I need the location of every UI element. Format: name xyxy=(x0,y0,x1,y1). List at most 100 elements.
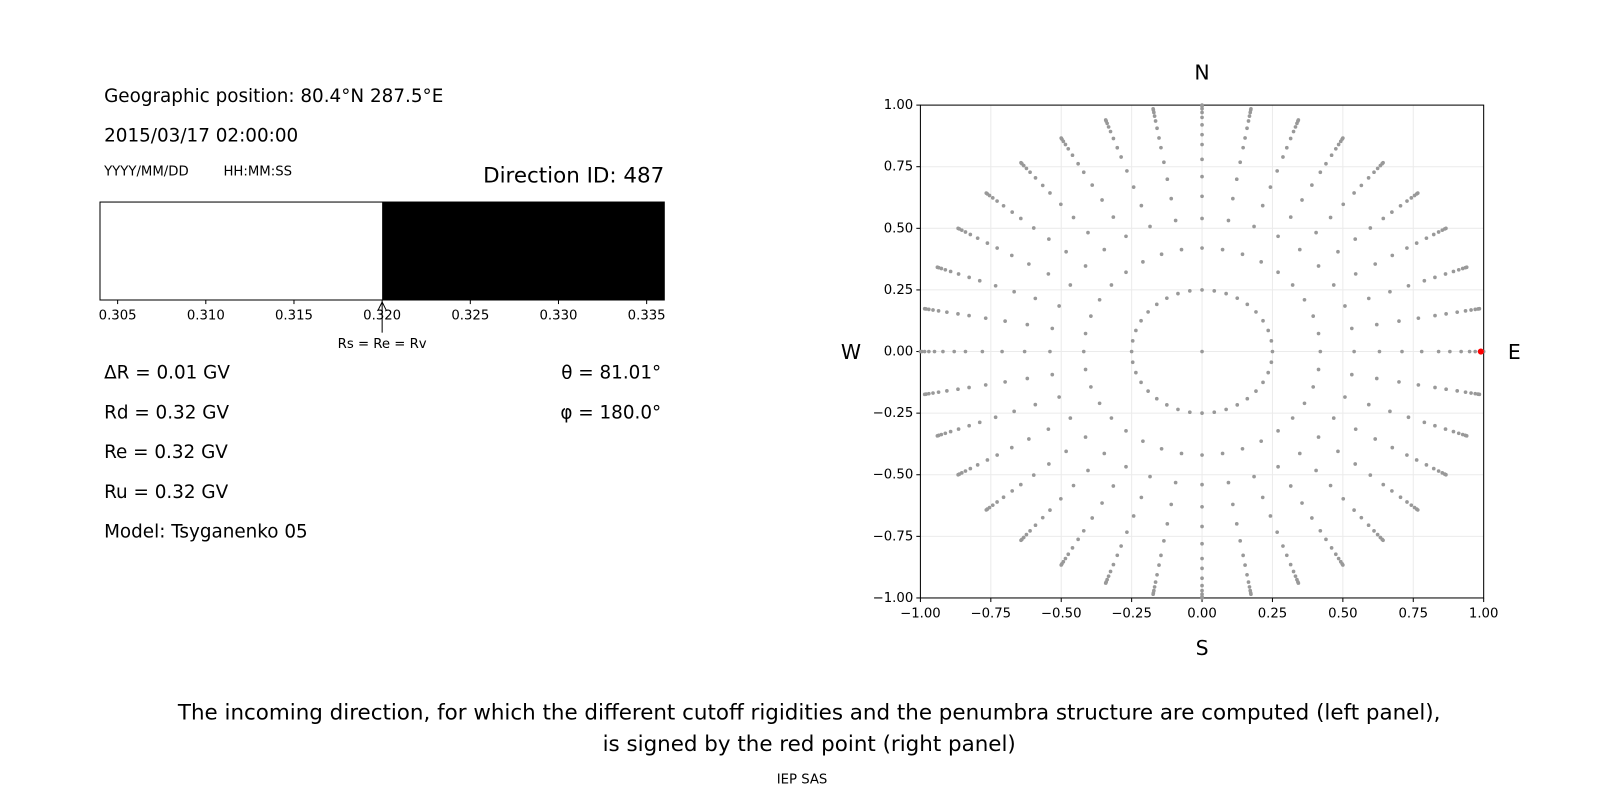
direction-point xyxy=(1200,588,1204,593)
direction-point xyxy=(1459,349,1463,354)
direction-point xyxy=(1200,157,1204,162)
direction-point xyxy=(1341,496,1346,501)
direction-point xyxy=(1165,522,1170,526)
direction-point xyxy=(1269,360,1274,365)
direction-point xyxy=(1293,125,1298,129)
direction-point xyxy=(1115,553,1120,558)
direction-point xyxy=(1444,387,1448,392)
direction-point xyxy=(1139,318,1143,323)
direction-point xyxy=(1070,153,1075,158)
direction-point xyxy=(1405,199,1409,203)
direction-point xyxy=(995,246,1000,250)
direction-point xyxy=(1125,530,1129,534)
direction-point xyxy=(1246,580,1251,584)
compass-label: S xyxy=(1196,636,1209,660)
direction-point xyxy=(1336,556,1341,561)
direction-point xyxy=(1047,237,1051,241)
direction-point xyxy=(1436,469,1441,473)
direction-point xyxy=(1200,576,1204,581)
direction-point xyxy=(1024,166,1029,171)
direction-point xyxy=(1068,283,1073,287)
direction-point xyxy=(935,433,940,438)
direction-point xyxy=(1108,569,1113,574)
direction-point xyxy=(1200,524,1204,529)
direction-point xyxy=(1124,428,1128,433)
direction-point xyxy=(1009,253,1014,258)
direction-point xyxy=(1328,483,1333,488)
direction-point xyxy=(1276,464,1280,469)
y-tick-label: 1.00 xyxy=(884,98,914,113)
direction-point xyxy=(1368,226,1373,230)
direction-point xyxy=(1381,538,1385,543)
direction-point xyxy=(1333,146,1338,151)
direction-point xyxy=(1331,283,1336,287)
direction-point xyxy=(1291,569,1296,574)
direction-point xyxy=(1431,466,1436,471)
direction-point xyxy=(943,267,948,272)
direction-point xyxy=(1090,183,1095,187)
direction-point xyxy=(1050,372,1055,377)
direction-point xyxy=(1031,226,1036,230)
direction-point xyxy=(1415,508,1420,512)
direction-point xyxy=(1405,246,1409,250)
direction-point xyxy=(1375,166,1380,171)
direction-point xyxy=(1200,288,1204,292)
direction-point xyxy=(1200,504,1204,509)
direction-point xyxy=(1141,260,1145,264)
info-line: Ru = 0.32 GV xyxy=(104,482,229,503)
direction-point xyxy=(1068,416,1073,420)
direction-point xyxy=(1302,401,1307,406)
direction-point xyxy=(968,232,973,237)
direction-point xyxy=(1081,349,1086,354)
direction-point xyxy=(1243,563,1247,567)
direction-point xyxy=(1003,380,1007,384)
direction-point xyxy=(1200,216,1204,221)
direction-point xyxy=(1155,572,1159,577)
direction-point xyxy=(1300,198,1304,202)
direction-point xyxy=(1200,122,1204,127)
direction-point xyxy=(1288,484,1293,488)
direction-point xyxy=(1033,402,1038,407)
direction-point xyxy=(1028,529,1032,533)
direction-point xyxy=(1297,247,1302,252)
direction-point xyxy=(1155,126,1159,131)
direction-point xyxy=(1048,349,1052,354)
direction-point xyxy=(1451,269,1456,274)
direction-point xyxy=(1157,563,1161,567)
x-tick-label: 0.25 xyxy=(1258,606,1288,621)
direction-point xyxy=(1083,435,1088,439)
direction-point xyxy=(1336,142,1341,147)
direction-point xyxy=(1296,581,1301,585)
direction-point xyxy=(1226,218,1231,223)
direction-point xyxy=(1260,203,1265,208)
y-tick-label: 0.25 xyxy=(884,283,914,298)
direction-point xyxy=(1405,500,1409,504)
direction-point xyxy=(1176,291,1180,296)
direction-point xyxy=(1076,161,1080,166)
direction-point xyxy=(1241,145,1245,150)
direction-point xyxy=(1431,232,1436,237)
direction-point xyxy=(1433,275,1437,280)
direction-point xyxy=(1341,202,1346,207)
direction-point xyxy=(1031,473,1036,477)
direction-point xyxy=(1398,203,1403,208)
direction-point xyxy=(935,265,940,270)
direction-point xyxy=(1070,546,1075,550)
direction-point xyxy=(1455,310,1460,314)
direction-point xyxy=(1318,170,1323,175)
y-tick-label: 0.00 xyxy=(884,345,914,360)
direction-point xyxy=(1270,349,1275,354)
direction-point xyxy=(1388,289,1392,294)
direction-point xyxy=(1473,307,1478,312)
direction-point xyxy=(1266,370,1271,375)
direction-point xyxy=(1179,451,1184,456)
direction-point xyxy=(1048,191,1052,195)
direction-point xyxy=(1266,328,1271,333)
direction-point xyxy=(995,199,999,203)
direction-point xyxy=(1456,431,1461,436)
direction-point xyxy=(1059,136,1064,140)
direction-point xyxy=(1451,429,1456,434)
direction-point xyxy=(1012,409,1016,414)
direction-point xyxy=(1131,185,1136,189)
direction-point xyxy=(1331,416,1336,420)
